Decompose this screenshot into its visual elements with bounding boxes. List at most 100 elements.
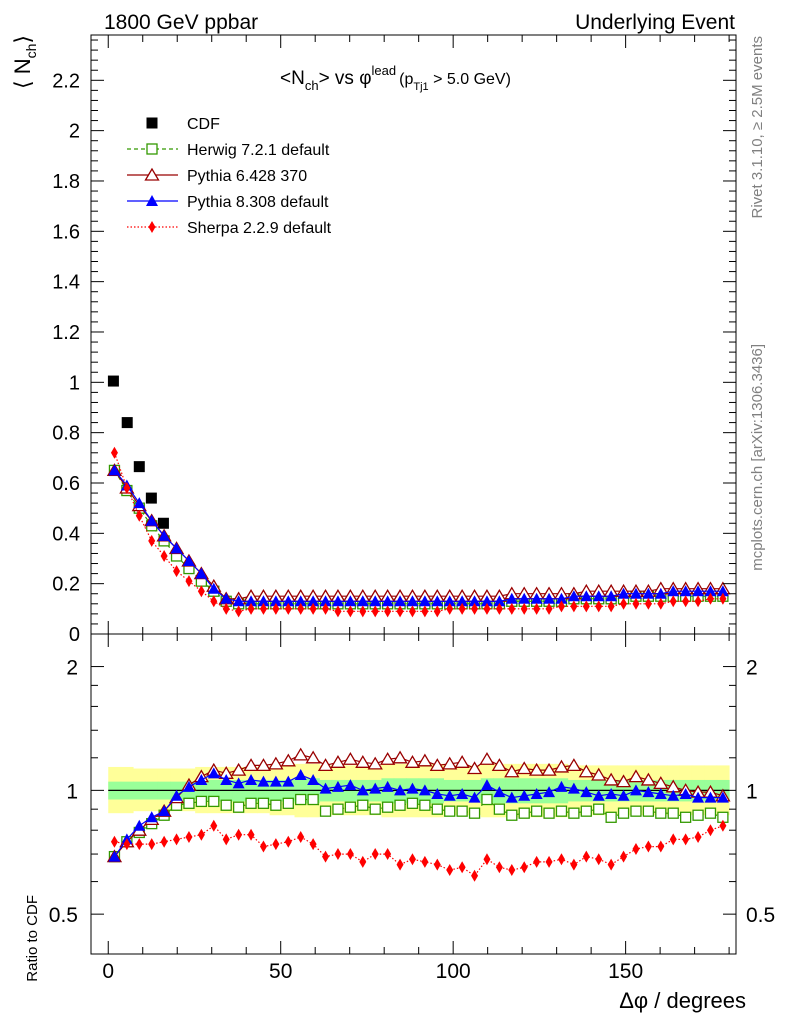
ratio-point (295, 793, 307, 806)
x-axis-label: Δφ / degrees (619, 988, 746, 1013)
data-point (182, 555, 195, 567)
ratio-point (667, 807, 679, 819)
ratio-point (145, 811, 158, 823)
data-point (545, 602, 553, 615)
ratio-point (379, 752, 396, 765)
data-point (543, 592, 556, 604)
ratio-point (603, 772, 619, 786)
ratio-y-tick-label: 0.5 (49, 904, 78, 927)
ratio-point (655, 807, 667, 819)
ratio-point (369, 803, 381, 815)
ratio-point (182, 780, 195, 792)
data-point (245, 595, 258, 607)
data-point (557, 600, 565, 613)
ratio-point (605, 811, 617, 823)
ratio-point (479, 752, 495, 765)
ratio-point (578, 764, 594, 778)
ratio-point (381, 780, 394, 792)
header-left: 1800 GeV ppbar (104, 11, 258, 34)
ratio-point (530, 787, 543, 799)
data-point (480, 595, 493, 607)
ratio-point (617, 807, 630, 819)
data-point (359, 605, 367, 618)
data-point (421, 605, 429, 618)
ratio-point (356, 784, 369, 796)
ratio-point (692, 809, 704, 821)
ratio-point (406, 782, 419, 794)
data-point (133, 461, 145, 473)
rivet-version-label: Rivet 3.1.10, ≥ 2.5M events (749, 36, 766, 219)
data-point (682, 595, 690, 608)
y-tick-label: 0.2 (52, 574, 80, 596)
data-point (284, 602, 292, 615)
ratio-point (591, 767, 607, 781)
ratio-point (294, 768, 307, 780)
main-y-axis-label: ⟨ Nch⟩ (10, 35, 39, 89)
data-point (592, 590, 605, 602)
data-point (334, 605, 342, 618)
ratio-point (272, 838, 280, 851)
ratio-point (520, 861, 528, 874)
ratio-point (173, 833, 181, 846)
ratio-point (545, 855, 553, 868)
data-point (207, 582, 220, 594)
data-point (269, 595, 282, 607)
ratio-point (392, 750, 408, 764)
ratio-point (332, 803, 344, 815)
data-point (197, 585, 205, 598)
ratio-point (280, 753, 296, 767)
ratio-point (408, 853, 416, 866)
ratio-point (508, 864, 516, 877)
data-point (346, 605, 354, 618)
data-point (443, 595, 456, 607)
ratio-point (197, 828, 205, 841)
ratio-point (421, 855, 429, 868)
ratio-point (245, 797, 257, 809)
ratio-point (530, 805, 543, 817)
legend-label: CDF (187, 116, 220, 133)
data-point (433, 605, 441, 618)
ratio-point (235, 828, 243, 841)
ratio-point (232, 801, 245, 813)
ratio-point (195, 795, 208, 808)
data-point (396, 605, 404, 618)
ratio-point (394, 784, 407, 796)
ratio-point (704, 791, 717, 803)
data-point (294, 595, 307, 607)
mcplots-credit-label: mcplots.cern.ch [arXiv:1306.3436] (749, 344, 766, 571)
ratio-point (667, 789, 680, 801)
legend-marker (144, 167, 160, 181)
data-point (110, 446, 118, 459)
data-point (458, 602, 466, 615)
ratio-point (533, 855, 541, 868)
data-point (356, 595, 369, 607)
ratio-point (245, 773, 258, 785)
ratio-point (431, 803, 443, 815)
y-tick-label: 1 (69, 372, 80, 394)
data-point (530, 592, 543, 604)
ratio-data-series (106, 747, 731, 882)
ratio-point (431, 787, 444, 799)
ratio-point (297, 831, 305, 844)
ratio-point (268, 756, 284, 770)
ratio-point (418, 784, 431, 796)
ratio-point (330, 755, 346, 768)
data-point (719, 592, 727, 605)
data-point (319, 595, 332, 607)
ratio-point (384, 848, 392, 861)
ratio-point (505, 791, 518, 803)
data-point (704, 585, 717, 597)
ratio-point (495, 861, 503, 874)
header-right: Underlying Event (575, 11, 735, 34)
ratio-point (319, 782, 332, 794)
data-point (307, 595, 320, 607)
data-point (468, 595, 481, 607)
data-point (195, 567, 208, 579)
ratio-point (704, 807, 717, 819)
ratio-point (346, 848, 354, 861)
ratio-point (592, 789, 605, 801)
data-point (580, 590, 593, 602)
ratio-point (371, 848, 379, 861)
data-point (483, 602, 491, 615)
